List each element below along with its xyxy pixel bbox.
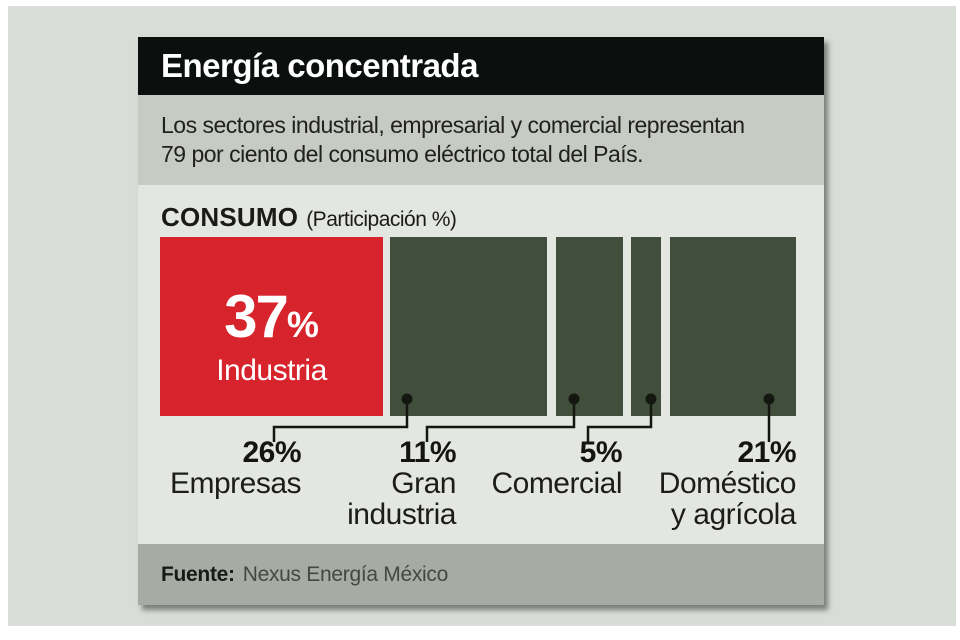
subtitle-band: Los sectores industrial, empresarial y c… — [138, 95, 824, 185]
leader-line-comercial — [586, 399, 653, 442]
leader-dot-gran-industria — [568, 393, 580, 405]
bar-comercial — [631, 237, 661, 416]
percent-sign: % — [286, 304, 319, 345]
bar-industria-value: 37% — [224, 287, 319, 351]
callout-gran-industria-label-1: Gran — [391, 467, 456, 500]
callout-domestico-value: 21% — [737, 436, 796, 469]
bar-industria-label: Industria — [216, 354, 327, 387]
bar-industria-number: 37 — [224, 283, 289, 350]
callout-gran-industria-label-2: industria — [347, 498, 456, 531]
callout-comercial-label: Comercial — [491, 467, 622, 500]
callout-comercial: 5% Comercial — [491, 437, 622, 499]
callout-domestico-label-1: Doméstico — [658, 467, 797, 500]
callout-domestico-label-2: y agrícola — [670, 498, 797, 531]
subtitle-line-2: 79 por ciento del consumo eléctrico tota… — [161, 141, 644, 167]
callout-empresas-label: Empresas — [169, 467, 302, 500]
section-note: (Participación %) — [306, 208, 457, 231]
source-band: Fuente: Nexus Energía México — [138, 544, 824, 605]
bar-gran-industria — [556, 237, 623, 416]
leader-line-gran-industria — [425, 399, 576, 442]
source-label: Fuente: — [161, 562, 235, 586]
leader-dot-domestico — [763, 393, 775, 405]
page-background: Energía concentrada Los sectores industr… — [8, 6, 956, 626]
section-heading: CONSUMO (Participación %) — [161, 202, 457, 233]
leader-lines — [272, 393, 775, 442]
bar-empresas — [390, 237, 547, 416]
header-bar: Energía concentrada — [138, 37, 824, 95]
bar-industria: 37% Industria — [160, 237, 383, 416]
callout-comercial-value: 5% — [579, 436, 623, 469]
bar-domestico-agricola — [670, 237, 796, 416]
subtitle-line-1: Los sectores industrial, empresarial y c… — [161, 112, 745, 138]
leader-dot-empresas — [401, 393, 413, 405]
callout-empresas: 26% Empresas — [169, 436, 302, 500]
page-title: Energía concentrada — [161, 47, 478, 84]
leader-dot-comercial — [645, 393, 657, 405]
leader-line-empresas — [272, 399, 409, 442]
infographic-card: Energía concentrada Los sectores industr… — [138, 37, 824, 605]
callout-gran-industria-value: 11% — [399, 436, 456, 469]
callout-gran-industria: 11% Gran industria — [347, 437, 456, 530]
source-value: Nexus Energía México — [242, 562, 449, 586]
callout-domestico: 21% Doméstico y agrícola — [658, 436, 797, 531]
section-label: CONSUMO — [161, 202, 299, 232]
callout-empresas-value: 26% — [242, 436, 301, 469]
